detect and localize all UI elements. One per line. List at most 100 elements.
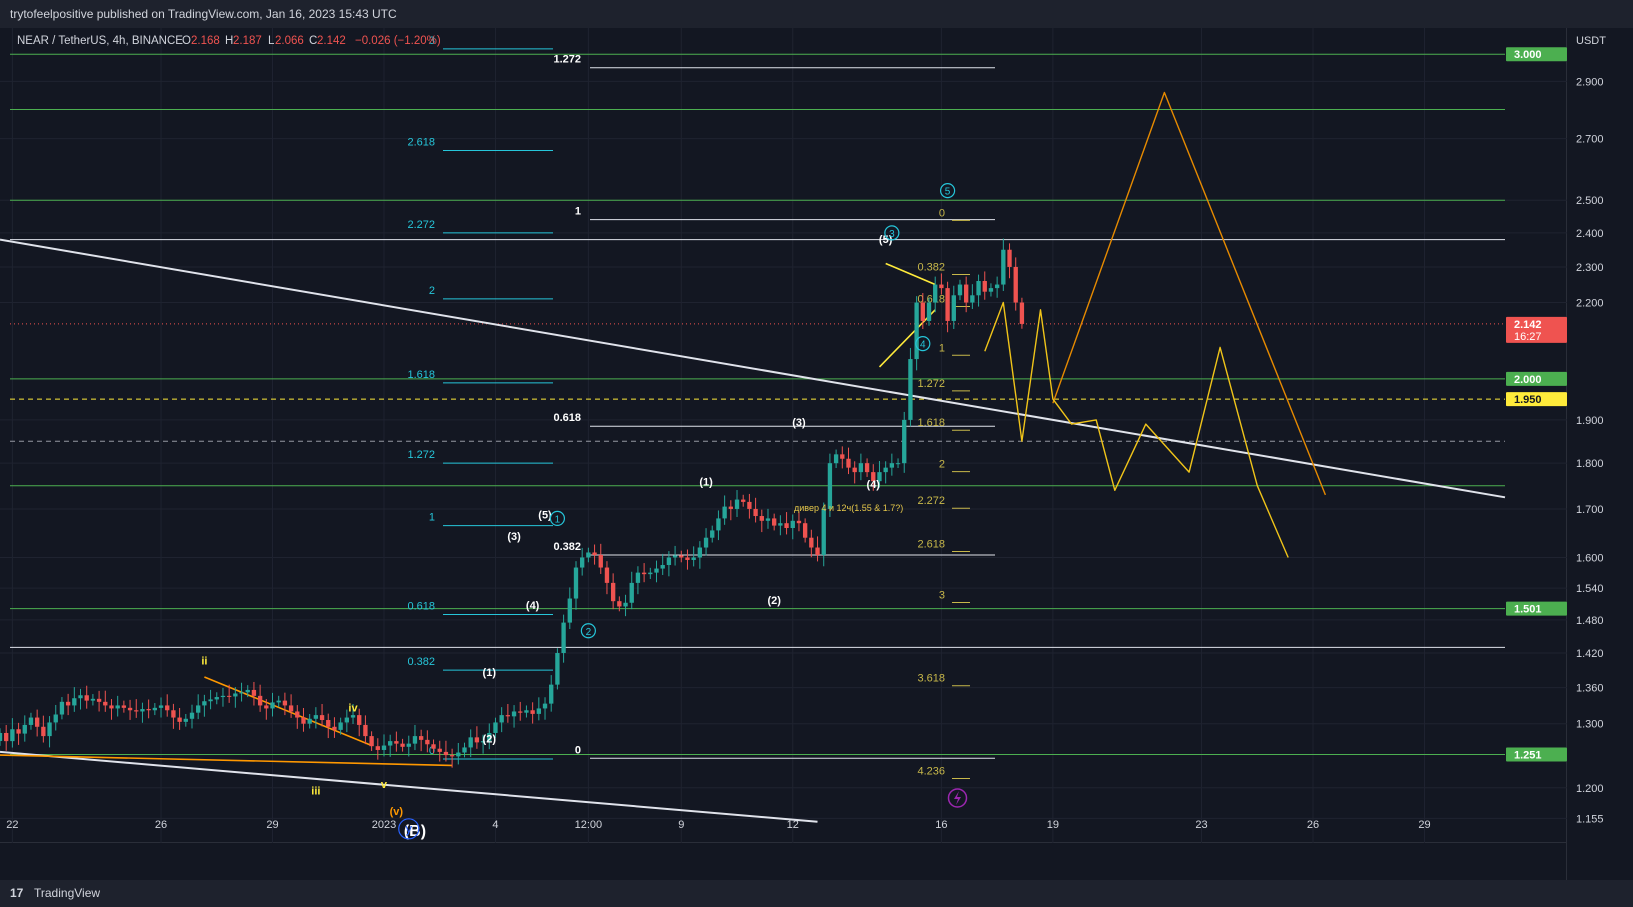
candle-body — [65, 701, 71, 706]
legend: NEAR / TetherUS, 4h, BINANCE O 2.168 H 2… — [17, 35, 441, 47]
candle-body — [660, 565, 665, 569]
candle-body — [635, 572, 641, 583]
trendline — [878, 309, 936, 368]
price-axis-background — [1567, 28, 1633, 843]
fib-blue-label: 0.382 — [407, 656, 435, 668]
price-badge-label: 2.142 — [1514, 319, 1542, 331]
candle-body — [809, 537, 814, 548]
candle-body — [555, 653, 560, 685]
candle-body — [672, 555, 678, 558]
candle-body — [152, 707, 158, 711]
candle-body — [196, 705, 201, 713]
fib-olive-label: 1.618 — [917, 417, 945, 429]
price-tick-label: 2.300 — [1576, 262, 1604, 274]
candle-body — [468, 737, 473, 748]
wave-label: (5) — [879, 234, 893, 246]
fib-olive-label: 0 — [939, 207, 945, 219]
candle-body — [728, 506, 733, 509]
candles — [0, 238, 1025, 768]
candle-body — [573, 567, 579, 599]
price-tick-label: 1.800 — [1576, 458, 1604, 470]
candle-body — [734, 499, 740, 509]
fib-white-label: 0.618 — [553, 412, 581, 424]
price-tick-label: 2.200 — [1576, 298, 1604, 310]
fib-white-label: 0.382 — [553, 541, 581, 553]
candle-body — [994, 284, 1000, 289]
legend-close: 2.142 — [317, 35, 346, 47]
candle-body — [264, 705, 269, 709]
trendlines — [0, 238, 1506, 823]
fib-olive-label: 0.382 — [917, 261, 945, 273]
wave-circle — [580, 623, 596, 639]
wave-labels: iiiiiivv(v)(B)(1)(2)(3)(4)(5)(1)(2)(3)(4… — [201, 183, 956, 840]
candle-body — [449, 755, 455, 757]
candle-body — [561, 622, 566, 654]
candle-body — [480, 741, 486, 743]
candle-body — [753, 508, 758, 517]
price-tick-label: 2.400 — [1576, 228, 1604, 240]
fib-blue-label: 1.272 — [407, 449, 435, 461]
candle-body — [226, 695, 232, 697]
candle-body — [988, 288, 994, 292]
candle-body — [641, 572, 647, 575]
candle-body — [72, 698, 77, 706]
candle-body — [158, 705, 164, 708]
candle-body — [474, 737, 480, 743]
candle-body — [542, 703, 548, 709]
price-badge-label: 2.000 — [1514, 374, 1542, 386]
candle-body — [437, 748, 442, 752]
fib-white-label: 1 — [575, 206, 581, 218]
price-tick-label: 2.900 — [1576, 76, 1604, 88]
candle-body — [976, 280, 981, 296]
candle-body — [889, 463, 895, 468]
tradingview-logo-icon: 17 — [10, 886, 24, 900]
candle-body — [208, 699, 213, 702]
price-tick-label: 1.900 — [1576, 415, 1604, 427]
candle-body — [245, 689, 250, 693]
axes: 2.900 2.700 2.500 2.400 2.300 2.200 1.900 1.800… — [6, 76, 1603, 831]
candle-body — [957, 284, 963, 296]
candle-body — [257, 695, 263, 706]
publish-header: trytofeelpositive published on TradingVi… — [0, 0, 1633, 28]
legend-open-label: O — [182, 35, 191, 47]
candle-body — [772, 518, 777, 526]
price-badge — [1506, 47, 1567, 62]
candle-body — [710, 530, 715, 538]
fib-white-label: 0 — [575, 744, 581, 756]
candle-body — [982, 280, 987, 292]
footer: 17 TradingView — [0, 880, 1633, 907]
candle-body — [344, 717, 349, 723]
candle-body — [487, 732, 492, 742]
legend-change: −0.026 (−1.20%) — [355, 35, 441, 47]
lightning-icon[interactable] — [947, 788, 968, 808]
candle-body — [338, 722, 343, 730]
candle-body — [165, 705, 170, 711]
candle-body — [871, 472, 876, 482]
candle-body — [388, 741, 393, 746]
legend-symbol: NEAR / TetherUS, 4h, BINANCE — [17, 35, 183, 47]
candle-body — [134, 710, 139, 712]
price-badge-label: 1.950 — [1514, 394, 1542, 406]
candle-body — [177, 717, 182, 722]
currency-label: USDT — [1576, 35, 1606, 47]
fib-olive-label: 3.618 — [917, 673, 945, 685]
price-badge-label: 1.501 — [1514, 604, 1542, 616]
candle-body — [833, 454, 839, 464]
candle-body — [220, 695, 226, 698]
price-chart[interactable]: 3 2.618 2.272 2 1.618 1.272 1 0.618 0.382 0 1.272 1… — [0, 28, 1633, 880]
candle-body — [425, 739, 430, 745]
candle-body — [592, 552, 597, 555]
candle-body — [288, 705, 294, 712]
time-tick-label: 4 — [492, 819, 498, 831]
candle-body — [115, 705, 120, 709]
candle-body — [499, 715, 504, 723]
price-tick-label: 1.700 — [1576, 504, 1604, 516]
candle-body — [140, 709, 145, 712]
legend-high: 2.187 — [233, 35, 262, 47]
candle-body — [326, 720, 331, 727]
candle-body — [536, 708, 541, 714]
trendline — [0, 750, 818, 823]
candle-body — [580, 557, 585, 568]
candle-body — [964, 284, 969, 303]
